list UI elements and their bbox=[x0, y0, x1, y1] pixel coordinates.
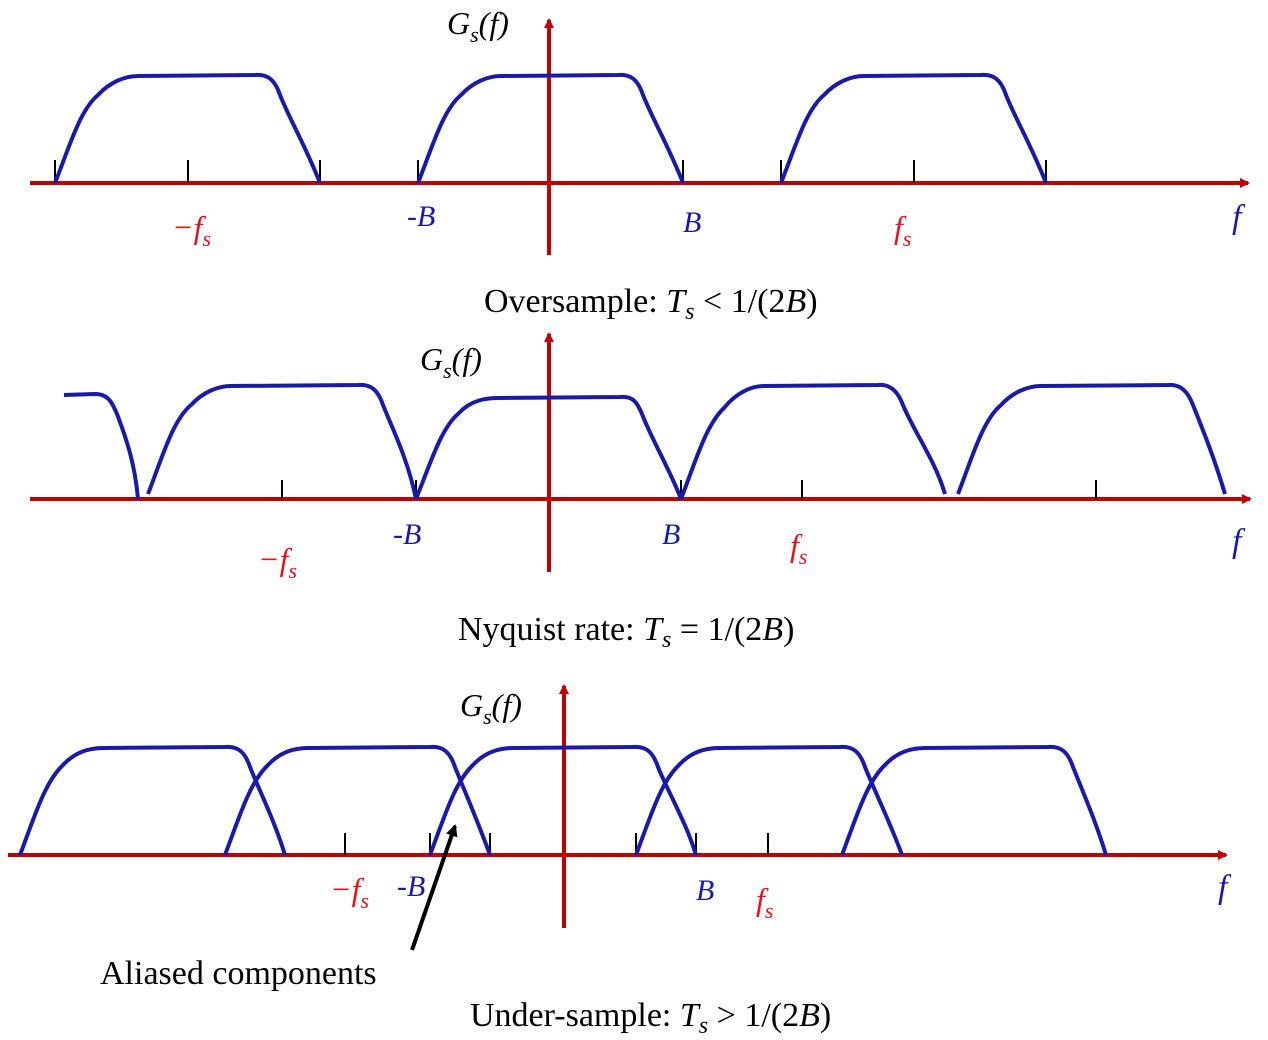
label-B: B bbox=[662, 518, 680, 551]
spectrum-copy-baseband bbox=[428, 744, 698, 856]
label-fs: fs bbox=[790, 527, 807, 569]
spectrum-copy-neg-2fs bbox=[18, 744, 287, 856]
caption-nyquist: Nyquist rate: Ts = 1/(2B) bbox=[458, 611, 794, 653]
panel-undersample: Gs(f) f −fs -B B fs Aliased components U… bbox=[8, 684, 1232, 1039]
panel-nyquist: Gs(f) f −fs -B B fs Nyquist rate: Ts = 1… bbox=[30, 332, 1252, 653]
spectrum-copy-2fs bbox=[840, 744, 1108, 856]
x-axis-label: f bbox=[1218, 869, 1232, 906]
spectrum-copy-fs bbox=[679, 382, 947, 500]
spectrum-copies bbox=[18, 744, 1108, 856]
annotation-aliased-components: Aliased components bbox=[100, 955, 377, 992]
label-neg-B: -B bbox=[407, 200, 435, 233]
label-fs: fs bbox=[756, 881, 773, 923]
label-neg-fs: −fs bbox=[258, 541, 297, 583]
spectrum-copy-fs bbox=[634, 744, 904, 856]
caption-undersample: Under-sample: Ts > 1/(2B) bbox=[470, 997, 831, 1039]
spectrum-copy-neg-fs bbox=[146, 382, 418, 500]
x-axis-label: f bbox=[1232, 523, 1246, 560]
spectrum-copy-baseband bbox=[414, 394, 683, 500]
spectrum-copy-2fs bbox=[956, 382, 1227, 495]
tick-marks bbox=[344, 833, 769, 855]
spectrum-copies bbox=[53, 72, 1048, 184]
y-axis-label: Gs(f) bbox=[420, 341, 482, 383]
label-neg-fs: −fs bbox=[172, 209, 211, 251]
label-B: B bbox=[683, 206, 701, 239]
spectrum-copy-neg-fs bbox=[53, 72, 322, 184]
y-axis-label: Gs(f) bbox=[460, 687, 522, 729]
spectrum-copy-fs bbox=[779, 72, 1048, 184]
caption-oversample: Oversample: Ts < 1/(2B) bbox=[484, 283, 818, 325]
label-neg-B: -B bbox=[397, 870, 425, 903]
label-fs: fs bbox=[894, 209, 911, 251]
label-neg-B: -B bbox=[393, 518, 421, 551]
x-axis-label: f bbox=[1232, 199, 1246, 236]
panel-oversample: Gs(f) f −fs -B B fs Oversample: Ts < 1/(… bbox=[30, 5, 1250, 325]
spectrum-copy-neg-fs bbox=[223, 744, 492, 856]
label-B: B bbox=[696, 874, 714, 907]
annotation-arrow bbox=[410, 824, 458, 951]
y-axis-label: Gs(f) bbox=[447, 5, 509, 47]
spectrum-copies bbox=[63, 382, 1227, 500]
spectrum-copy-left-partial bbox=[63, 392, 140, 500]
spectrum-copy-baseband bbox=[416, 72, 685, 184]
label-neg-fs: −fs bbox=[330, 871, 369, 913]
